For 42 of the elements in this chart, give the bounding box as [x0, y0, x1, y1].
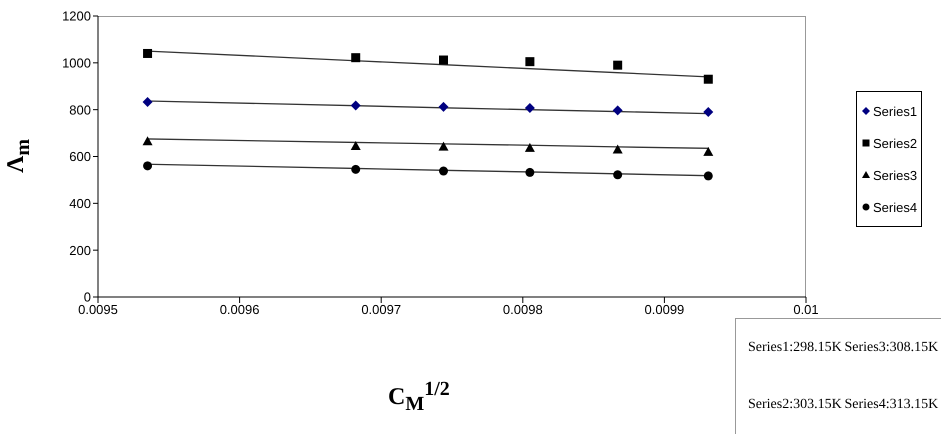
point	[703, 146, 714, 156]
point	[612, 144, 623, 154]
x-tick-label: 0.0097	[361, 302, 402, 318]
x-tick-label: 0.01	[793, 302, 819, 318]
point	[525, 168, 534, 177]
point	[612, 105, 623, 116]
point	[525, 57, 534, 66]
point	[613, 60, 622, 70]
point	[142, 136, 153, 146]
point	[351, 164, 360, 174]
x-tick-label: 0.0096	[220, 302, 260, 318]
legend-label: Series4	[873, 200, 918, 214]
y-tick-label: 800	[69, 102, 91, 118]
y-tick-label: 0	[84, 290, 91, 305]
point	[438, 102, 449, 112]
point	[143, 48, 152, 58]
point	[351, 53, 360, 62]
point	[524, 103, 535, 114]
y-tick-label: 1200	[62, 8, 91, 24]
legend-label: Series2	[873, 136, 918, 150]
legend-label: Series1	[873, 104, 918, 118]
point	[704, 74, 713, 84]
point	[143, 161, 152, 170]
y-tick-label: 1000	[62, 55, 91, 70]
y-tick-label: 400	[69, 196, 91, 211]
point	[703, 107, 714, 118]
legend-label: Series3	[873, 168, 918, 182]
notes-table: Series1:298.15K Series3:308.15K Series2:303.15K Series4:313.15K	[735, 318, 941, 434]
point	[613, 170, 622, 180]
y-tick-label: 600	[69, 149, 91, 164]
x-tick-label: 0.0098	[502, 302, 543, 318]
point	[438, 142, 449, 151]
point	[350, 140, 361, 150]
point	[142, 96, 153, 107]
point	[439, 56, 448, 65]
point	[350, 100, 361, 110]
x-tick-label: 0.0099	[644, 302, 684, 318]
point	[439, 166, 448, 176]
y-tick-label: 200	[69, 242, 91, 258]
point	[704, 171, 713, 180]
point	[524, 142, 535, 152]
x-tick-label: 0.0095	[78, 302, 118, 318]
